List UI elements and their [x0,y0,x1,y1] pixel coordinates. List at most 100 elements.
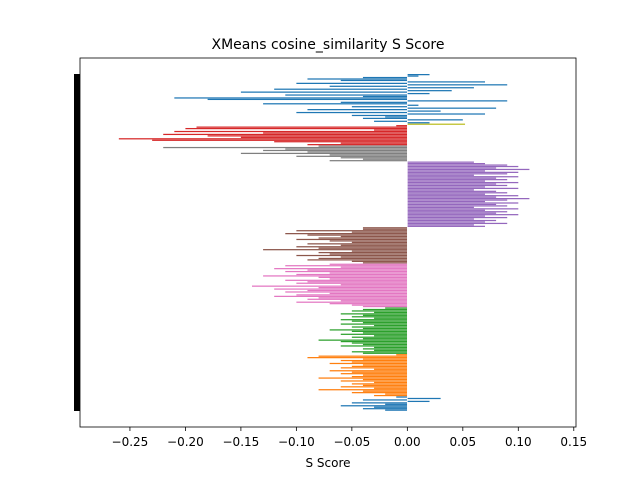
bar-series-5-item-4 [285,233,408,235]
x-tick-label: −0.05 [333,435,370,449]
bar-series-0-item-33 [407,122,430,124]
bar-series-0-item-21 [407,104,419,106]
bar-series-4-item-44 [407,225,486,227]
bar-series-7-item-27 [374,346,408,349]
bar-series-0-item-17 [207,98,408,101]
bar-series-0-item-19 [340,101,408,103]
bar-series-7-item-9 [351,320,408,322]
bar-series-7-item-10 [362,322,408,324]
chart-title: XMeans cosine_similarity S Score [211,37,444,53]
bar-series-4-item-31 [407,206,474,208]
bar-series-2-item-0 [396,125,408,127]
bar-series-9-item-1 [407,397,441,400]
bar-series-7-item-28 [362,348,408,350]
bar-series-5-item-17 [318,251,408,254]
bar-series-2-item-6 [163,133,408,136]
cluster-marker-bar [74,74,80,411]
bar-series-0-item-8 [329,85,408,87]
bar-series-0-item-14 [285,94,408,96]
bar-series-0-item-16 [174,97,408,99]
bar-series-7-item-26 [340,345,408,347]
bar-series-2-item-3 [374,129,408,131]
bar-series-4-item-6 [407,170,486,172]
bar-series-4-item-11 [407,177,497,179]
bar-series-0-item-7 [407,84,508,86]
bar-series-5-item-24 [362,262,408,264]
bar-series-4-item-30 [407,205,508,207]
bar-series-0-item-31 [407,119,463,121]
bar-series-4-item-37 [407,215,486,217]
bar-series-7-item-30 [351,351,408,353]
bar-series-6-item-18 [307,289,408,292]
bar-series-5-item-21 [318,257,408,260]
bar-series-7-item-1 [362,308,408,311]
bar-series-7-item-6 [351,316,408,318]
bar-series-8-item-9 [340,367,408,369]
bar-series-6-item-6 [329,272,408,274]
bar-series-0-item-24 [307,109,408,111]
bar-series-0-item-13 [407,92,430,95]
bar-series-3-item-9 [362,158,408,160]
bar-series-9-item-7 [374,406,408,408]
bar-series-6-item-26 [296,301,408,303]
bar-series-8-item-10 [374,368,408,370]
bar-series-4-item-2 [407,164,508,166]
bar-series-0-item-6 [296,82,408,84]
bar-series-7-item-18 [340,333,408,335]
bar-series-5-item-20 [340,256,408,258]
bar-series-5-item-23 [351,260,408,262]
bar-series-2-item-12 [340,142,408,144]
bar-series-3-item-5 [240,152,408,155]
bar-series-6-item-16 [318,287,408,289]
bar-series-4-item-16 [407,184,508,187]
bar-series-4-item-34 [407,211,508,213]
bar-series-8-item-6 [329,362,408,365]
bar-series-3-item-3 [263,149,408,152]
bar-series-7-item-16 [351,330,408,332]
bar-series-2-item-4 [174,130,408,133]
bar-series-4-item-9 [407,174,474,176]
bar-series-8-item-20 [351,383,408,385]
bar-series-4-item-41 [407,221,486,223]
bar-series-0-item-27 [407,113,486,115]
bar-series-0-item-2 [362,76,408,79]
bar-series-2-item-10 [152,139,408,141]
bar-series-4-item-10 [407,176,519,178]
bar-series-4-item-3 [407,165,519,168]
bar-series-9-item-0 [396,396,408,398]
bar-series-8-item-16 [318,377,408,379]
bar-series-7-item-29 [374,349,408,351]
bar-series-0-item-4 [340,79,408,82]
bar-series-6-item-22 [274,295,408,297]
bar-series-2-item-5 [263,132,408,134]
bar-series-9-item-8 [362,408,408,410]
bar-series-4-item-13 [407,180,486,182]
bar-series-4-item-38 [407,216,508,219]
bar-series-5-item-18 [329,253,408,255]
bar-series-7-item-25 [362,343,408,346]
bar-series-7-item-3 [374,311,408,314]
bar-series-6-item-4 [307,269,408,271]
plot-frame [79,57,577,428]
bar-series-3-item-2 [285,148,408,150]
bar-series-0-item-0 [407,74,430,76]
bar-series-6-item-9 [318,276,408,279]
bar-series-6-item-29 [362,305,408,308]
bar-series-2-item-1 [196,126,408,128]
bar-series-8-item-14 [362,374,408,376]
bar-series-3-item-8 [340,157,408,159]
bar-series-8-item-15 [351,375,408,378]
bar-series-7-item-21 [362,338,408,340]
bar-series-8-item-17 [362,378,408,381]
bar-series-7-item-0 [385,307,408,309]
bar-series-6-item-24 [307,298,408,300]
bar-series-7-item-17 [362,332,408,334]
bar-series-4-item-1 [407,162,486,165]
bar-series-8-item-27 [385,393,408,395]
x-tick-label: −0.20 [167,435,204,449]
bar-series-8-item-22 [340,386,408,388]
bar-series-2-item-13 [307,144,408,146]
bar-series-6-item-5 [285,270,408,273]
bar-series-6-item-19 [285,291,408,293]
